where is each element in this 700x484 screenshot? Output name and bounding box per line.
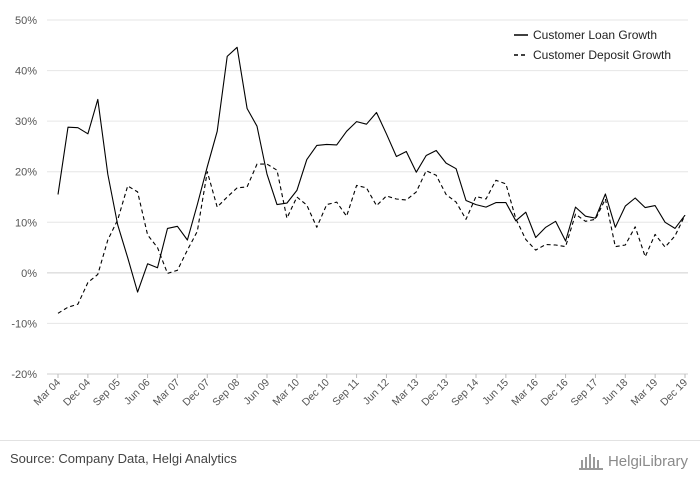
x-tick-label: Dec 19 bbox=[658, 377, 690, 409]
x-tick-label: Dec 10 bbox=[300, 377, 332, 409]
library-building-icon bbox=[578, 454, 603, 470]
x-tick-label: Jun 09 bbox=[241, 377, 272, 408]
series-lines bbox=[57, 46, 686, 314]
x-tick-label: Jun 12 bbox=[361, 377, 392, 408]
x-tick-label: Jun 15 bbox=[480, 377, 511, 408]
x-tick-label: Sep 08 bbox=[210, 377, 242, 409]
x-tick-label: Mar 19 bbox=[629, 377, 661, 409]
x-tick-label: Mar 10 bbox=[270, 377, 302, 409]
x-tick-label: Sep 17 bbox=[569, 377, 601, 409]
legend: Customer Loan Growth Customer Deposit Gr… bbox=[514, 28, 671, 62]
x-tick-label: Sep 11 bbox=[330, 377, 362, 409]
x-tick-label: Dec 04 bbox=[61, 377, 93, 409]
x-tick-label: Sep 05 bbox=[91, 377, 123, 409]
y-axis-ticks: -20% -10% 0% 10% 20% 30% 40% 50% bbox=[11, 15, 37, 381]
x-tick-label: Jun 06 bbox=[122, 377, 153, 408]
y-tick-label: -20% bbox=[11, 369, 37, 381]
helgi-library-logo: HelgiLibrary bbox=[578, 450, 688, 472]
legend-label-deposit: Customer Deposit Growth bbox=[533, 48, 671, 62]
x-tick-label: Jun 18 bbox=[600, 377, 631, 408]
x-tick-label: Mar 04 bbox=[32, 377, 64, 409]
y-tick-label: 20% bbox=[15, 167, 37, 179]
y-tick-label: 40% bbox=[15, 66, 37, 78]
x-tick-label: Mar 07 bbox=[151, 377, 183, 409]
x-tick-label: Sep 14 bbox=[449, 377, 481, 409]
y-tick-label: 50% bbox=[15, 15, 37, 27]
logo-text: HelgiLibrary bbox=[607, 452, 688, 470]
x-tick-label: Mar 13 bbox=[390, 377, 422, 409]
source-note: Source: Company Data, Helgi Analytics bbox=[10, 451, 237, 466]
x-tick-label: Dec 16 bbox=[539, 377, 571, 409]
gridlines bbox=[47, 19, 688, 375]
y-tick-label: 10% bbox=[15, 217, 37, 229]
x-tick-label: Dec 07 bbox=[180, 377, 212, 409]
chart-footer: Source: Company Data, Helgi Analytics He… bbox=[0, 440, 700, 484]
series-line-deposit-growth bbox=[57, 163, 686, 314]
y-tick-label: 30% bbox=[15, 116, 37, 128]
y-tick-label: -10% bbox=[11, 318, 37, 330]
x-tick-label: Dec 13 bbox=[419, 377, 451, 409]
series-line-loan-growth bbox=[57, 46, 686, 293]
y-tick-label: 0% bbox=[21, 268, 37, 280]
x-tick-label: Mar 16 bbox=[509, 377, 541, 409]
legend-label-loan: Customer Loan Growth bbox=[533, 28, 657, 42]
